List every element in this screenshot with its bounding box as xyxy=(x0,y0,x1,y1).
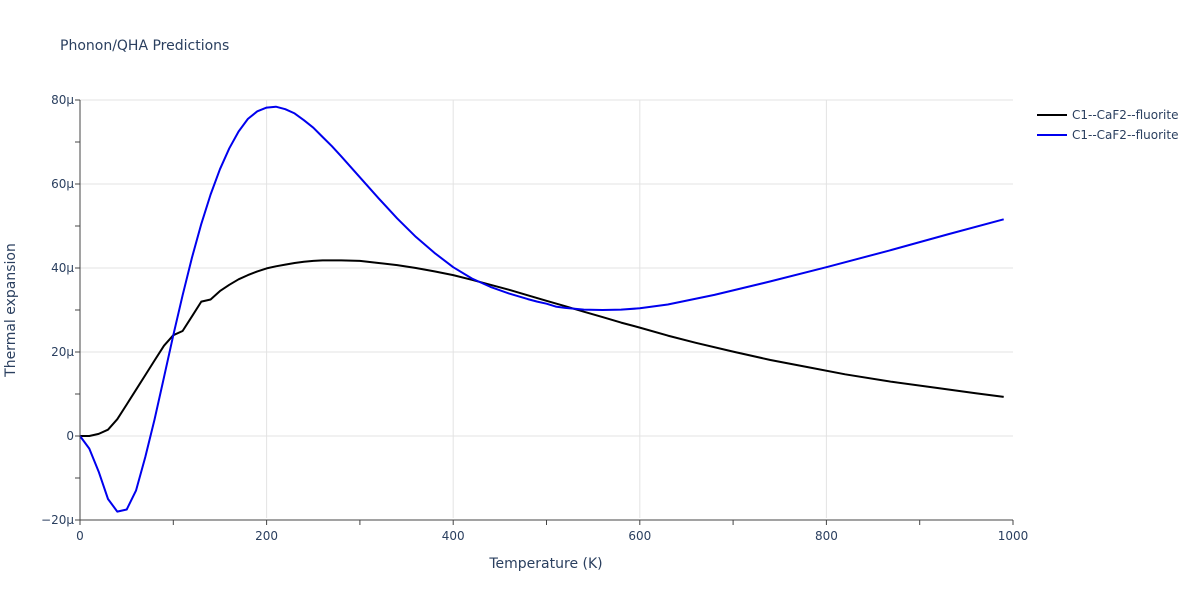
x-tick-label: 1000 xyxy=(998,529,1029,543)
y-axis-title: Thermal expansion xyxy=(3,243,19,378)
x-tick-label: 400 xyxy=(442,529,465,543)
x-tick-label: 600 xyxy=(628,529,651,543)
legend: C1--CaF2--fluorite C1--CaF2--fluorite xyxy=(1037,108,1178,142)
legend-label-2: C1--CaF2--fluorite xyxy=(1072,128,1178,142)
y-tick-label: 60μ xyxy=(51,177,74,191)
series-line-1 xyxy=(80,259,1004,437)
gridlines xyxy=(80,99,1013,521)
x-tick-label: 0 xyxy=(76,529,84,543)
x-tick-label: 800 xyxy=(815,529,838,543)
y-tick-label: −20μ xyxy=(41,513,74,527)
y-tick-label: 80μ xyxy=(51,93,74,107)
x-tick-label: 200 xyxy=(255,529,278,543)
legend-label-1: C1--CaF2--fluorite xyxy=(1072,108,1178,122)
series-line-2 xyxy=(79,105,1004,513)
chart-title: Phonon/QHA Predictions xyxy=(60,38,229,54)
y-tick-label: 20μ xyxy=(51,345,74,359)
plot-area xyxy=(79,105,1004,513)
y-tick-label: 40μ xyxy=(51,261,74,275)
x-axis-title: Temperature (K) xyxy=(488,556,602,572)
y-tick-label: 0 xyxy=(66,429,74,443)
